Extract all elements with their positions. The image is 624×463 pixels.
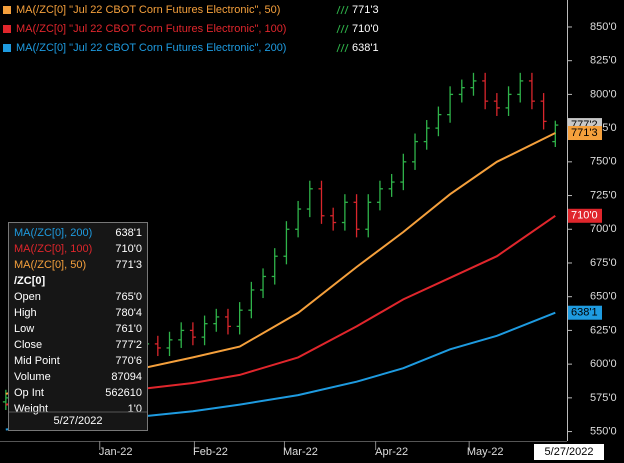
legend-icon bbox=[336, 5, 349, 15]
data-window-value: 777'2 bbox=[115, 339, 142, 351]
y-tick-label: 550'0 bbox=[590, 425, 617, 437]
price-tag-label: 710'0 bbox=[571, 210, 598, 222]
data-window-value: 638'1 bbox=[115, 227, 142, 239]
y-tick-label: 825'0 bbox=[590, 55, 617, 67]
data-window-label: Open bbox=[14, 291, 41, 303]
legend-swatch bbox=[3, 25, 11, 33]
x-tick-label: May-22 bbox=[467, 446, 504, 458]
x-tick-label: Jan-22 bbox=[99, 446, 133, 458]
legend-value: 710'0 bbox=[352, 23, 379, 35]
legend-bg bbox=[0, 40, 392, 56]
y-tick-label: 625'0 bbox=[590, 324, 617, 336]
data-window bbox=[8, 222, 148, 431]
data-window-value: 770'6 bbox=[115, 355, 142, 367]
legend-label: MA(/ZC[0] "Jul 22 CBOT Corn Futures Elec… bbox=[16, 4, 280, 16]
cursor-date: 5/27/2022 bbox=[545, 446, 594, 458]
legend-label: MA(/ZC[0] "Jul 22 CBOT Corn Futures Elec… bbox=[16, 23, 286, 35]
x-tick-label: Apr-22 bbox=[375, 446, 408, 458]
data-window-label: MA(/ZC[0], 100) bbox=[14, 243, 92, 255]
legend-label: MA(/ZC[0] "Jul 22 CBOT Corn Futures Elec… bbox=[16, 42, 286, 54]
legend-value: 638'1 bbox=[352, 42, 379, 54]
x-tick-label: Feb-22 bbox=[193, 446, 228, 458]
y-tick-label: 850'0 bbox=[590, 21, 617, 33]
data-window-label: Close bbox=[14, 339, 42, 351]
price-tag bbox=[568, 126, 602, 141]
data-window-value: 562610 bbox=[105, 387, 142, 399]
data-window-label: Low bbox=[14, 323, 34, 335]
data-window-label: MA(/ZC[0], 50) bbox=[14, 259, 86, 271]
data-window-value: 780'4 bbox=[115, 307, 142, 319]
data-window-value: 771'3 bbox=[115, 259, 142, 271]
y-tick-label: 675'0 bbox=[590, 257, 617, 269]
legend-swatch bbox=[3, 44, 11, 52]
legend-icon bbox=[336, 24, 349, 34]
legend-bg bbox=[0, 21, 392, 37]
y-tick-label: 700'0 bbox=[590, 223, 617, 235]
price-tag-label: 638'1 bbox=[571, 307, 598, 319]
x-tick-label: Mar-22 bbox=[283, 446, 318, 458]
y-tick-label: 725'0 bbox=[590, 189, 617, 201]
y-tick-label: 650'0 bbox=[590, 291, 617, 303]
legend-swatch bbox=[3, 6, 11, 14]
y-tick-label: 750'0 bbox=[590, 156, 617, 168]
data-window-label: MA(/ZC[0], 200) bbox=[14, 227, 92, 239]
data-window-label: Volume bbox=[14, 371, 51, 383]
y-tick-label: 800'0 bbox=[590, 88, 617, 100]
data-window-value: 761'0 bbox=[115, 323, 142, 335]
y-tick-label: 575'0 bbox=[590, 392, 617, 404]
data-window-date: 5/27/2022 bbox=[54, 415, 103, 427]
data-window-value: 1'0 bbox=[128, 403, 142, 415]
legend-value: 771'3 bbox=[352, 4, 379, 16]
legend-bg bbox=[0, 2, 392, 18]
price-tag bbox=[568, 208, 602, 223]
data-window-label: Mid Point bbox=[14, 355, 60, 367]
price-tag bbox=[568, 305, 602, 320]
y-tick-label: 600'0 bbox=[590, 358, 617, 370]
data-window-value: 765'0 bbox=[115, 291, 142, 303]
data-window-value: 710'0 bbox=[115, 243, 142, 255]
cursor-date-box bbox=[534, 444, 604, 460]
data-window-label: Weight bbox=[14, 403, 48, 415]
price-tag-label: 771'3 bbox=[571, 127, 598, 139]
legend-icon bbox=[336, 43, 349, 53]
data-window-value: 87094 bbox=[111, 371, 142, 383]
data-window-label: High bbox=[14, 307, 37, 319]
data-window-label: Op Int bbox=[14, 387, 44, 399]
data-window-label: /ZC[0] bbox=[14, 275, 46, 287]
